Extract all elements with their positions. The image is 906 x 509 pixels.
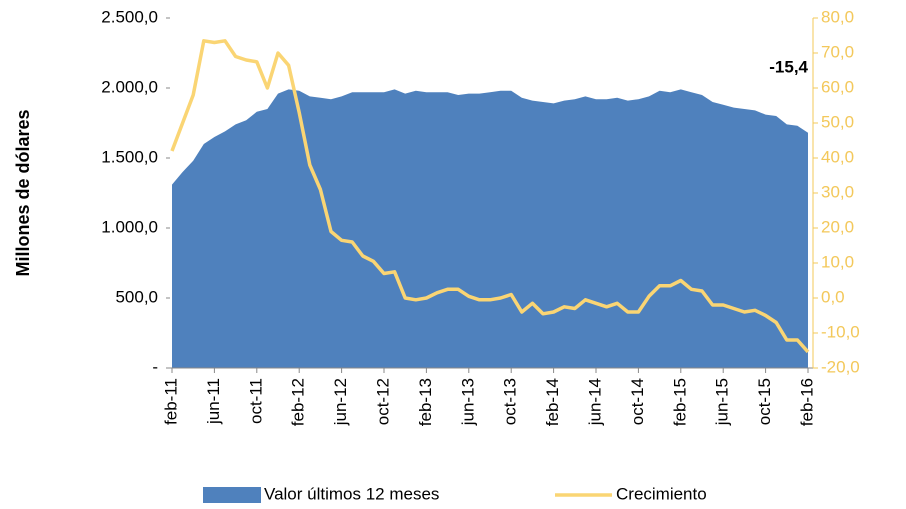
- y2-tick-label: -20,0: [821, 357, 860, 376]
- y-axis-label: Millones de dólares: [13, 109, 33, 276]
- y2-tick-label: 10,0: [821, 252, 854, 271]
- x-tick-label: jun-11: [204, 378, 223, 425]
- y2-tick-label: 60,0: [821, 77, 854, 96]
- y-tick-label: 1.500,0: [101, 147, 158, 166]
- legend-label: Valor últimos 12 meses: [264, 484, 439, 503]
- x-tick-label: oct-12: [373, 378, 392, 425]
- legend-label: Crecimiento: [616, 484, 707, 503]
- y2-tick-label: 30,0: [821, 182, 854, 201]
- y2-tick-label: 70,0: [821, 42, 854, 61]
- x-tick-label: feb-12: [289, 378, 308, 426]
- x-tick-label: jun-15: [713, 378, 732, 426]
- x-tick-label: feb-15: [670, 378, 689, 426]
- x-tick-label: jun-14: [585, 378, 604, 426]
- x-tick-label: oct-11: [246, 378, 265, 424]
- y2-tick-label: -10,0: [821, 322, 860, 341]
- y-tick-label: 2.500,0: [101, 7, 158, 26]
- y2-tick-label: 80,0: [821, 7, 854, 26]
- x-tick-label: feb-13: [416, 378, 435, 426]
- y2-tick-label: 50,0: [821, 112, 854, 131]
- x-tick-label: feb-16: [797, 378, 816, 426]
- y-tick-label: -: [152, 357, 158, 376]
- legend-swatch: [203, 487, 261, 503]
- y2-tick-label: 0,0: [821, 287, 845, 306]
- x-tick-label: jun-12: [331, 378, 350, 426]
- x-tick-label: jun-13: [458, 378, 477, 426]
- area: [172, 89, 808, 369]
- x-tick-label: oct-14: [628, 378, 647, 425]
- annotation: -15,4: [769, 57, 808, 76]
- line: [170, 39, 810, 354]
- x-tick-label: oct-13: [501, 378, 520, 425]
- y2-tick-label: 40,0: [821, 147, 854, 166]
- x-tick-label: feb-11: [161, 378, 180, 425]
- y-tick-label: 1.000,0: [101, 217, 158, 236]
- x-tick-label: feb-14: [543, 378, 562, 426]
- y-tick-label: 500,0: [115, 287, 158, 306]
- y-tick-label: 2.000,0: [101, 77, 158, 96]
- y2-tick-label: 20,0: [821, 217, 854, 236]
- x-tick-label: oct-15: [755, 378, 774, 425]
